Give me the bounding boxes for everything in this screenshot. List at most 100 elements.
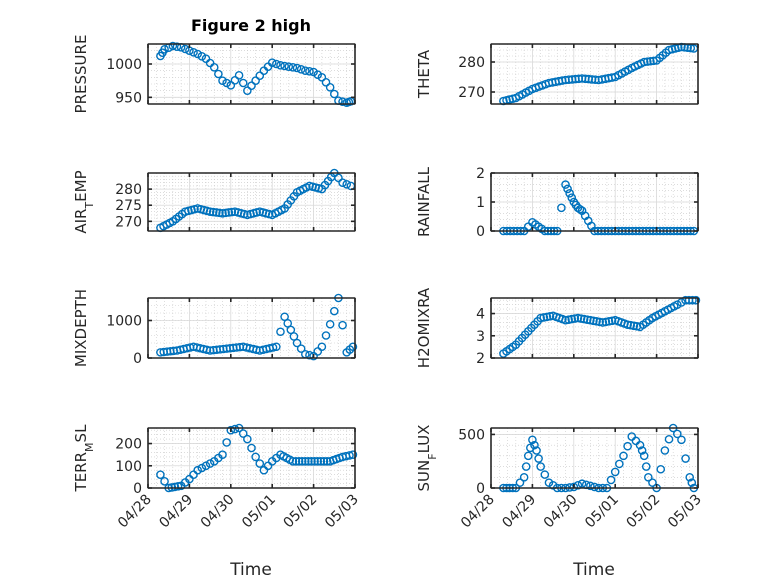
- data-point: [688, 295, 697, 305]
- data-point: [218, 76, 227, 85]
- data-point: [604, 317, 614, 326]
- data-point: [212, 208, 221, 217]
- data-point: [589, 316, 598, 326]
- data-point: [292, 338, 302, 348]
- data-point: [305, 67, 314, 76]
- y-axis-label: RAINFALL: [415, 166, 433, 237]
- y-tick-label: 270: [458, 85, 485, 101]
- x-tick-label: 04/30: [541, 492, 581, 532]
- data-point: [586, 315, 595, 325]
- data-point: [172, 42, 182, 51]
- data-point: [582, 315, 592, 324]
- data-point: [168, 41, 178, 51]
- data-point: [691, 295, 701, 305]
- data-point: [296, 65, 306, 74]
- data-point: [606, 475, 616, 485]
- y-axis-label: PRESSURE: [72, 35, 90, 114]
- data-point: [635, 440, 645, 450]
- data-point: [301, 457, 310, 466]
- data-point: [579, 314, 589, 324]
- y-tick-label: 2: [476, 166, 485, 182]
- data-point: [205, 459, 215, 468]
- data-point: [338, 320, 347, 330]
- data-point: [673, 300, 682, 309]
- data-point: [321, 331, 331, 340]
- data-point: [160, 477, 169, 486]
- data-point: [218, 450, 227, 459]
- data-point: [197, 52, 207, 61]
- data-point: [536, 462, 545, 471]
- y-tick-label: 4: [476, 307, 485, 323]
- data-point: [221, 208, 230, 218]
- data-point: [304, 457, 313, 466]
- data-point: [297, 457, 307, 466]
- data-point: [201, 461, 211, 471]
- data-point: [629, 321, 639, 331]
- data-point: [284, 62, 294, 71]
- data-point: [515, 478, 525, 487]
- data-point: [222, 78, 231, 88]
- data-point: [570, 314, 580, 323]
- data-point: [180, 44, 190, 54]
- y-tick-label: 280: [115, 182, 142, 198]
- subplot-terr-msl: 0 100 200 04/28 04/29 04/30 05/01 05/02 05/03 TER…: [72, 423, 362, 532]
- data-point: [222, 438, 231, 447]
- x-tick-label: 04/28: [458, 492, 498, 532]
- data-point: [530, 440, 539, 450]
- data-point: [639, 451, 649, 461]
- data-point: [673, 429, 682, 439]
- data-point: [243, 434, 252, 444]
- x-axis-label-right: Time: [572, 560, 615, 580]
- y-tick-label: 2: [476, 351, 485, 367]
- subplot-theta: 270 280 THETA: [415, 42, 699, 106]
- data-point: [523, 451, 533, 461]
- data-point: [272, 342, 281, 352]
- y-tick-label: 1000: [106, 57, 142, 73]
- data-point: [288, 457, 298, 466]
- data-point: [569, 482, 579, 492]
- data-point: [567, 314, 577, 324]
- data-point: [642, 57, 652, 66]
- data-point: [255, 71, 265, 80]
- data-point: [677, 435, 686, 445]
- figure-title: Figure 2 high: [191, 16, 311, 35]
- data-point: [317, 73, 327, 82]
- data-point: [317, 342, 327, 352]
- data-point: [193, 465, 202, 475]
- data-point: [230, 76, 240, 85]
- y-tick-label: 1: [476, 195, 485, 211]
- subplot-sun-flux: 0 500 04/28 04/29 04/30 05/01 05/02 05/03 SUNFLU…: [415, 423, 705, 532]
- y-tick-label: 270: [115, 214, 142, 230]
- data-point: [234, 71, 244, 80]
- data-point: [345, 451, 354, 460]
- data-point: [243, 86, 252, 95]
- data-point: [607, 316, 617, 326]
- data-point: [586, 481, 595, 491]
- data-point: [540, 470, 550, 479]
- data-point: [292, 63, 302, 73]
- data-point: [307, 457, 316, 466]
- data-point: [238, 429, 248, 438]
- data-point: [294, 457, 304, 466]
- data-point: [267, 58, 277, 67]
- y-tick-label: 0: [476, 481, 485, 497]
- x-tick-label: 05/03: [665, 492, 705, 532]
- data-point: [637, 446, 647, 455]
- y-axis-label: SUNFLUX: [415, 425, 439, 492]
- x-tick-label: 04/28: [115, 492, 155, 532]
- x-tick-label: 05/03: [322, 492, 362, 532]
- data-point: [528, 435, 537, 445]
- data-point: [557, 203, 566, 213]
- x-tick-label: 05/01: [239, 492, 279, 532]
- data-point: [160, 45, 169, 54]
- data-point: [639, 57, 649, 67]
- data-point: [595, 317, 604, 327]
- data-point: [247, 443, 256, 453]
- x-tick-label: 04/29: [499, 492, 539, 532]
- y-axis-label: THETA: [415, 49, 433, 99]
- data-point: [329, 89, 339, 99]
- data-point: [687, 478, 697, 487]
- y-tick-label: 0: [133, 351, 142, 367]
- y-tick-label: 0: [476, 224, 485, 240]
